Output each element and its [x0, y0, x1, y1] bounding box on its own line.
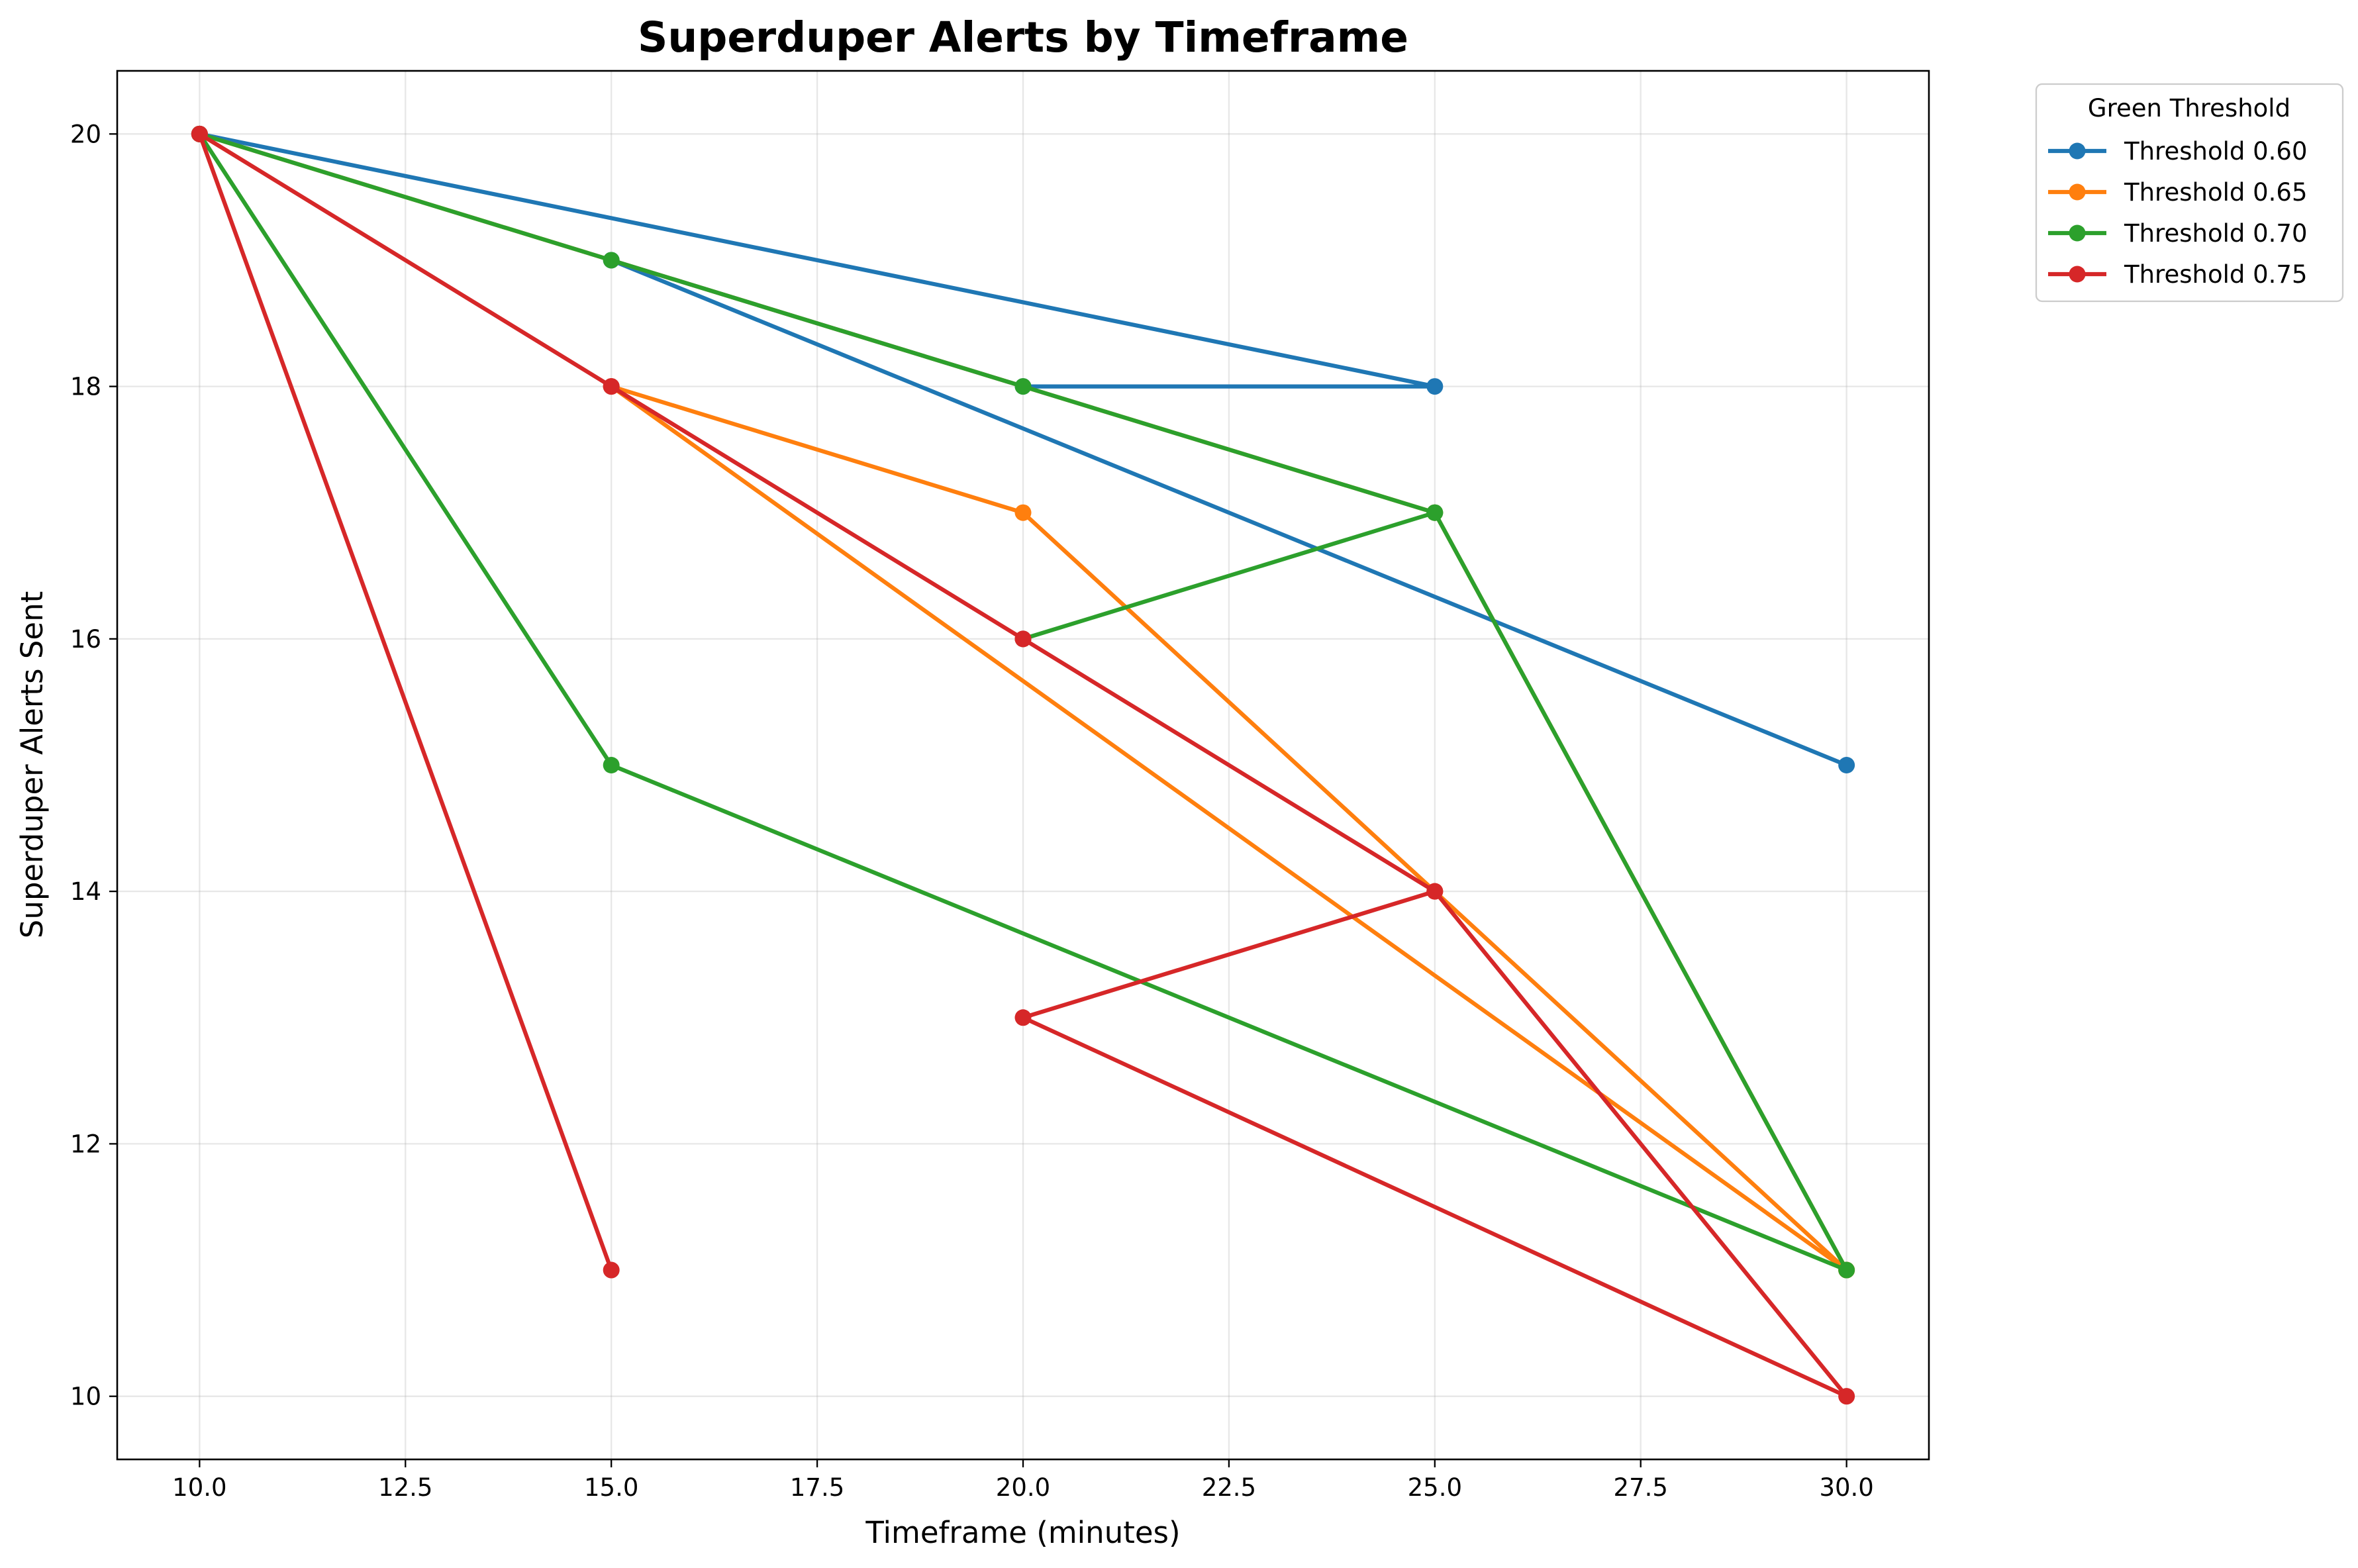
- data-point: [1014, 504, 1032, 521]
- legend-item: Threshold 0.60: [2048, 137, 2308, 166]
- legend-label: Threshold 0.65: [2124, 178, 2308, 207]
- legend-title: Green Threshold: [2088, 94, 2290, 122]
- data-point: [191, 125, 208, 142]
- data-point: [1014, 1009, 1032, 1026]
- y-axis-label: Superduper Alerts Sent: [15, 591, 50, 938]
- legend: Green Threshold Threshold 0.60Threshold …: [2035, 83, 2344, 303]
- y-tick-label: 16: [70, 625, 101, 654]
- data-point: [1426, 883, 1444, 900]
- x-tick-label: 30.0: [1819, 1473, 1873, 1502]
- legend-item: Threshold 0.65: [2048, 178, 2308, 207]
- legend-marker: [2069, 266, 2086, 283]
- data-point: [1838, 757, 1855, 773]
- y-tick-label: 12: [70, 1130, 101, 1158]
- data-point: [1014, 630, 1032, 648]
- legend-label: Threshold 0.60: [2124, 137, 2308, 166]
- legend-label: Threshold 0.70: [2124, 219, 2308, 248]
- legend-marker: [2069, 183, 2086, 201]
- legend-items: Threshold 0.60 Threshold 0.65 Threshold 0.…: [2048, 137, 2308, 289]
- series-group: [191, 125, 1855, 1405]
- x-tick-label: 17.5: [790, 1473, 844, 1502]
- x-tick-label: 10.0: [172, 1473, 226, 1502]
- y-tick-label: 10: [70, 1383, 101, 1411]
- data-point: [1426, 378, 1444, 395]
- legend-box: [2035, 83, 2344, 303]
- x-tick-label: 27.5: [1614, 1473, 1668, 1502]
- ticks: 10.0 12.5 15.0 17.5 20.0 22.5 25.0 27.5 30.0 10 12…: [70, 120, 1874, 1502]
- data-point: [1426, 504, 1444, 521]
- data-point: [1014, 378, 1032, 395]
- legend-marker: [2069, 142, 2086, 160]
- data-point: [603, 378, 620, 395]
- chart-title: Superduper Alerts by Timeframe: [638, 13, 1408, 62]
- legend-label: Threshold 0.75: [2124, 260, 2308, 289]
- data-point: [603, 1261, 620, 1279]
- x-tick-label: 12.5: [378, 1473, 432, 1502]
- x-tick-label: 22.5: [1202, 1473, 1256, 1502]
- x-tick-label: 15.0: [584, 1473, 638, 1502]
- y-tick-label: 14: [70, 877, 101, 906]
- legend-marker: [2069, 224, 2086, 242]
- data-point: [1838, 1261, 1855, 1279]
- legend-item: Threshold 0.75: [2048, 260, 2308, 289]
- legend-item: Threshold 0.70: [2048, 219, 2308, 248]
- data-point: [603, 252, 620, 269]
- y-tick-label: 20: [70, 120, 101, 148]
- x-tick-label: 20.0: [996, 1473, 1050, 1502]
- series-4: [191, 125, 1855, 1405]
- x-axis-label: Timeframe (minutes): [865, 1515, 1180, 1550]
- y-tick-label: 18: [70, 373, 101, 401]
- data-point: [1838, 1388, 1855, 1405]
- data-point: [603, 757, 620, 773]
- x-tick-label: 25.0: [1408, 1473, 1462, 1502]
